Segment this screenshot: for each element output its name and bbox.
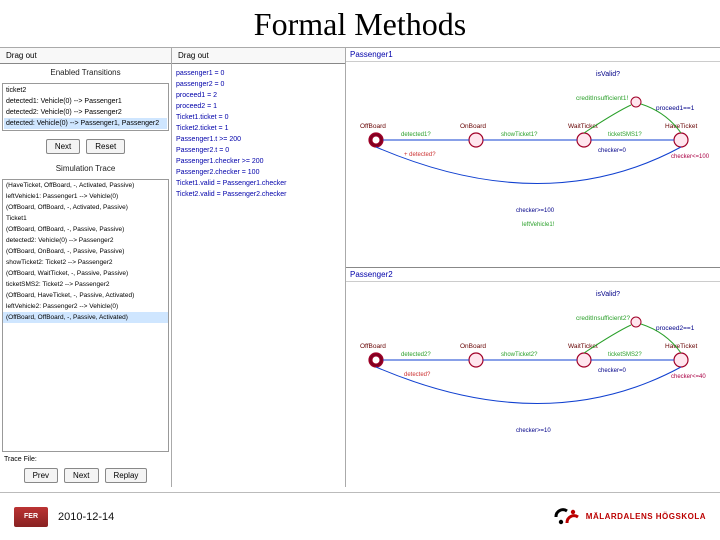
passenger2-diagram: Passenger2 isValid? creditInsufficient2? p… bbox=[346, 268, 720, 487]
trace-item[interactable]: leftVehicle2: Passenger2 --> Vehicle(0) bbox=[3, 301, 168, 312]
svg-text:leftVehicle1!: leftVehicle1! bbox=[522, 222, 555, 228]
svg-text:showTicket1?: showTicket1? bbox=[501, 132, 538, 138]
trace-item[interactable]: ticketSMS2: Ticket2 --> Passenger2 bbox=[3, 279, 168, 290]
svg-text:checker<=40: checker<=40 bbox=[671, 374, 706, 380]
mid-header: Drag out bbox=[172, 48, 345, 64]
svg-text:isValid?: isValid? bbox=[596, 71, 620, 78]
mdh-logo-block: MÄLARDALENS HÖGSKOLA bbox=[554, 508, 706, 526]
enabled-transitions-label: Enabled Transitions bbox=[0, 64, 171, 81]
variable-line: Ticket1.ticket = 0 bbox=[176, 112, 341, 123]
next2-button[interactable]: Next bbox=[64, 468, 98, 483]
svg-text:detected?: detected? bbox=[404, 372, 431, 378]
p2-title: Passenger2 bbox=[346, 268, 720, 282]
p1-title: Passenger1 bbox=[346, 48, 720, 62]
variables-list: passenger1 = 0passenger2 = 0proceed1 = 2… bbox=[172, 64, 345, 487]
trace-item[interactable]: detected2: Vehicle(0) --> Passenger2 bbox=[3, 235, 168, 246]
main-layout: Drag out Enabled Transitions ticket2dete… bbox=[0, 47, 720, 487]
left-panel: Drag out Enabled Transitions ticket2dete… bbox=[0, 48, 172, 487]
variable-line: passenger2 = 0 bbox=[176, 79, 341, 90]
prev-button[interactable]: Prev bbox=[24, 468, 58, 483]
transition-item[interactable]: detected: Vehicle(0) --> Passenger1, Pas… bbox=[4, 118, 167, 129]
svg-text:checker>=100: checker>=100 bbox=[516, 208, 555, 214]
trace-item[interactable]: (HaveTicket, OffBoard, -, Activated, Pas… bbox=[3, 180, 168, 191]
svg-text:checker=0: checker=0 bbox=[598, 368, 627, 374]
variable-line: Passenger2.checker = 100 bbox=[176, 167, 341, 178]
svg-text:HaveTicket: HaveTicket bbox=[665, 123, 697, 130]
svg-text:proceed1==1: proceed1==1 bbox=[656, 105, 695, 112]
next-button[interactable]: Next bbox=[46, 139, 80, 154]
mid-panel: Drag out passenger1 = 0passenger2 = 0pro… bbox=[172, 48, 346, 487]
svg-text:creditInsufficient1!: creditInsufficient1! bbox=[576, 95, 628, 102]
replay-button[interactable]: Replay bbox=[105, 468, 148, 483]
transition-item[interactable]: detected2: Vehicle(0) --> Passenger2 bbox=[4, 107, 167, 118]
variable-line: Ticket1.valid = Passenger1.checker bbox=[176, 178, 341, 189]
svg-text:+ detected?: + detected? bbox=[404, 152, 436, 158]
svg-text:OnBoard: OnBoard bbox=[460, 123, 486, 130]
p1-statechart: isValid? creditInsufficient1! proceed1==1 O… bbox=[346, 62, 716, 260]
trace-item[interactable]: (OffBoard, OffBoard, -, Passive, Activat… bbox=[3, 312, 168, 323]
svg-text:checker>=10: checker>=10 bbox=[516, 428, 551, 434]
variable-line: proceed2 = 1 bbox=[176, 101, 341, 112]
transition-item[interactable]: detected1: Vehicle(0) --> Passenger1 bbox=[4, 96, 167, 107]
svg-text:checker=0: checker=0 bbox=[598, 148, 627, 154]
footer-date: 2010-12-14 bbox=[58, 511, 114, 523]
sim-trace-label: Simulation Trace bbox=[0, 160, 171, 177]
footer: FER 2010-12-14 MÄLARDALENS HÖGSKOLA bbox=[0, 492, 720, 540]
trace-item[interactable]: (OffBoard, HaveTicket, -, Passive, Activ… bbox=[3, 290, 168, 301]
right-panel: Passenger1 isValid? creditInsufficient1! p… bbox=[346, 48, 720, 487]
variable-line: Ticket2.valid = Passenger2.checker bbox=[176, 189, 341, 200]
svg-text:proceed2==1: proceed2==1 bbox=[656, 325, 695, 332]
variable-line: Ticket2.ticket = 1 bbox=[176, 123, 341, 134]
mdh-logo-icon bbox=[554, 508, 580, 526]
page-title: Formal Methods bbox=[0, 0, 720, 47]
variable-line: passenger1 = 0 bbox=[176, 68, 341, 79]
variable-line: Passenger2.t = 0 bbox=[176, 145, 341, 156]
trace-item[interactable]: leftVehicle1: Passenger1 --> Vehicle(0) bbox=[3, 191, 168, 202]
svg-text:ticketSMS2?: ticketSMS2? bbox=[608, 352, 642, 358]
tracefile-label: Trace File: bbox=[0, 454, 171, 465]
transition-item[interactable]: ticket2 bbox=[4, 85, 167, 96]
trace-item[interactable]: (OffBoard, OffBoard, -, Activated, Passi… bbox=[3, 202, 168, 213]
left-header: Drag out bbox=[0, 48, 171, 64]
trace-item[interactable]: Ticket1 bbox=[3, 213, 168, 224]
svg-text:detected1?: detected1? bbox=[401, 132, 431, 138]
transitions-list[interactable]: ticket2detected1: Vehicle(0) --> Passeng… bbox=[2, 83, 169, 131]
reset-button[interactable]: Reset bbox=[86, 139, 125, 154]
svg-text:creditInsufficient2?: creditInsufficient2? bbox=[576, 315, 630, 322]
fer-logo: FER bbox=[14, 507, 48, 527]
svg-text:OffBoard: OffBoard bbox=[360, 343, 386, 350]
svg-text:checker<=100: checker<=100 bbox=[671, 154, 710, 160]
trace-item[interactable]: (OffBoard, OffBoard, -, Passive, Passive… bbox=[3, 224, 168, 235]
trace-item[interactable]: (OffBoard, OnBoard, -, Passive, Passive) bbox=[3, 246, 168, 257]
svg-text:OnBoard: OnBoard bbox=[460, 343, 486, 350]
trace-item[interactable]: (OffBoard, WaitTicket, -, Passive, Passi… bbox=[3, 268, 168, 279]
svg-text:OffBoard: OffBoard bbox=[360, 123, 386, 130]
svg-text:showTicket2?: showTicket2? bbox=[501, 352, 538, 358]
variable-line: Passenger1.t >= 200 bbox=[176, 134, 341, 145]
trace-list[interactable]: (HaveTicket, OffBoard, -, Activated, Pas… bbox=[2, 179, 169, 452]
svg-text:ticketSMS1?: ticketSMS1? bbox=[608, 132, 642, 138]
passenger1-diagram: Passenger1 isValid? creditInsufficient1! p… bbox=[346, 48, 720, 268]
mdh-text: MÄLARDALENS HÖGSKOLA bbox=[586, 512, 706, 521]
p2-statechart: isValid? creditInsufficient2? proceed2==1 O… bbox=[346, 282, 716, 480]
variable-line: Passenger1.checker >= 200 bbox=[176, 156, 341, 167]
trace-item[interactable]: showTicket2: Ticket2 --> Passenger2 bbox=[3, 257, 168, 268]
variable-line: proceed1 = 2 bbox=[176, 90, 341, 101]
svg-text:HaveTicket: HaveTicket bbox=[665, 343, 697, 350]
svg-text:detected2?: detected2? bbox=[401, 352, 431, 358]
svg-text:isValid?: isValid? bbox=[596, 291, 620, 298]
